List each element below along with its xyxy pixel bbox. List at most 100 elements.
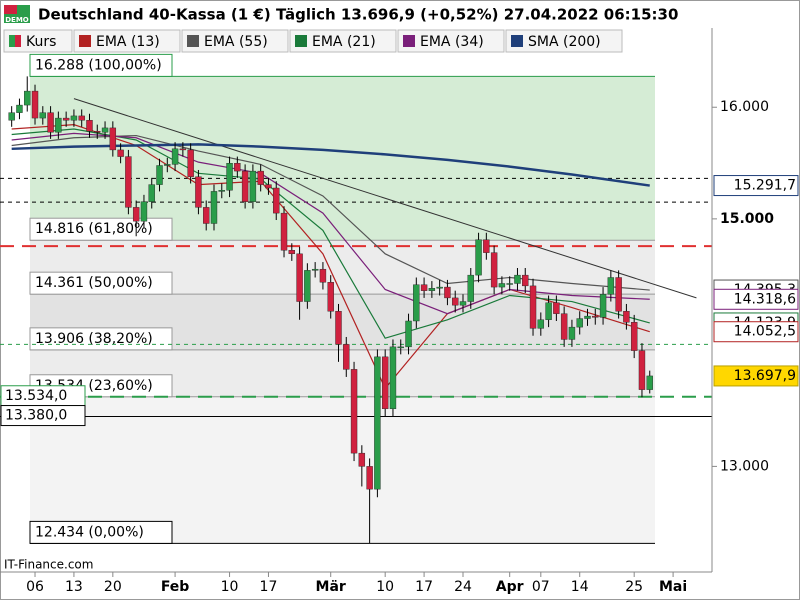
candle-body <box>537 319 545 329</box>
legend-label: EMA (55) <box>204 34 268 50</box>
logo-box <box>4 5 17 14</box>
price-label: 14.318,6 <box>734 291 796 307</box>
level-label: 13.380,0 <box>5 408 67 424</box>
candle-body <box>405 320 412 348</box>
x-tick-label: 24 <box>454 579 472 595</box>
trendline <box>73 98 697 299</box>
candle-body <box>444 286 451 299</box>
candle-body <box>8 112 15 121</box>
candle-body <box>195 176 202 208</box>
candle-body <box>296 253 303 302</box>
candle-body <box>452 297 459 306</box>
y-tick-label: 15.000 <box>720 211 774 227</box>
candle-body <box>31 90 39 119</box>
y-tick-label: 16.000 <box>720 99 769 115</box>
x-tick-label: 25 <box>625 579 643 595</box>
candle-body <box>397 346 404 349</box>
candle-body <box>101 127 109 133</box>
legend-swatch <box>295 35 307 47</box>
candle-body <box>459 301 467 306</box>
candle-body <box>304 270 311 302</box>
candle-body <box>490 252 498 288</box>
candle-body <box>335 311 342 345</box>
candle-body <box>234 163 241 172</box>
candle-body <box>623 311 630 323</box>
fib-label-box <box>29 520 173 544</box>
candle-body <box>374 356 381 490</box>
candle-body <box>164 164 171 166</box>
candle-body <box>187 149 194 177</box>
candle-body <box>498 283 506 288</box>
candle-body <box>381 356 389 410</box>
candle-body <box>630 322 638 351</box>
x-tick-label: 17 <box>415 579 433 595</box>
candle-body <box>420 284 428 291</box>
candle-body <box>257 170 264 185</box>
candle-body <box>70 115 78 121</box>
candle-body <box>467 274 474 302</box>
candle-body <box>428 288 436 291</box>
candle-body <box>218 190 225 192</box>
candle-body <box>226 163 233 191</box>
price-label-box <box>713 288 799 310</box>
candle-body <box>249 170 257 202</box>
candle-body <box>553 302 560 314</box>
fib-label-box <box>29 53 173 77</box>
x-tick-label: 10 <box>221 579 239 595</box>
price-label: 14.052,5 <box>734 324 796 340</box>
price-label-box <box>713 365 799 387</box>
legend-item <box>73 29 181 53</box>
candle-body <box>506 283 513 285</box>
legend-swatch <box>15 35 21 47</box>
candle-body <box>327 282 334 312</box>
source: IT-Finance.com <box>4 558 93 572</box>
candle-body <box>109 127 117 151</box>
candle-body <box>545 302 552 320</box>
candle-body <box>576 318 583 328</box>
x-tick-label: 20 <box>104 579 122 595</box>
candle-body <box>646 375 653 390</box>
fib-label: 12.434 (0,00%) <box>35 524 144 540</box>
legend-label: Kurs <box>26 34 56 50</box>
candle-body <box>615 277 622 312</box>
x-tick-label: 07 <box>532 579 550 595</box>
y-tick-label: 13.000 <box>720 458 769 474</box>
candle-body <box>638 350 646 390</box>
fib-zone <box>30 396 655 544</box>
chart-title: Deutschland 40-Kassa (1 €) Täglich 13.69… <box>38 6 678 24</box>
candle-body <box>62 117 70 121</box>
price-label-box <box>713 175 799 197</box>
candle-body <box>125 156 132 208</box>
candle-body <box>319 268 327 283</box>
legend-swatch <box>187 35 199 47</box>
candle-body <box>273 187 280 214</box>
fib-label-box <box>29 271 173 295</box>
legend-item <box>397 29 505 53</box>
candle-body <box>599 294 607 318</box>
candle-body <box>117 149 124 157</box>
candle-body <box>475 239 482 276</box>
candle-body <box>148 184 155 202</box>
legend: Kurs EMA (13) EMA (55) EMA (21) EMA (34) SMA … <box>3 29 623 53</box>
fib-zone <box>30 76 655 241</box>
candle-body <box>16 104 23 113</box>
candle-body <box>584 315 591 319</box>
candle-body <box>94 130 101 133</box>
candle-body <box>529 285 537 329</box>
candle-body <box>522 274 529 287</box>
legend-item <box>289 29 397 53</box>
candle-body <box>413 284 420 322</box>
price-label: 15.291,7 <box>734 178 796 194</box>
candle-body <box>560 313 568 340</box>
candle-body <box>514 274 521 284</box>
fib-label: 14.816 (61,80%) <box>35 221 153 237</box>
legend-item <box>505 29 623 53</box>
candle-body <box>592 315 599 318</box>
x-tick-label: 06 <box>26 579 44 595</box>
price-label-box <box>713 321 799 343</box>
x-tick-label: 13 <box>65 579 83 595</box>
candle-body <box>78 115 85 121</box>
candle-body <box>343 344 350 370</box>
legend-label: EMA (13) <box>96 34 160 50</box>
